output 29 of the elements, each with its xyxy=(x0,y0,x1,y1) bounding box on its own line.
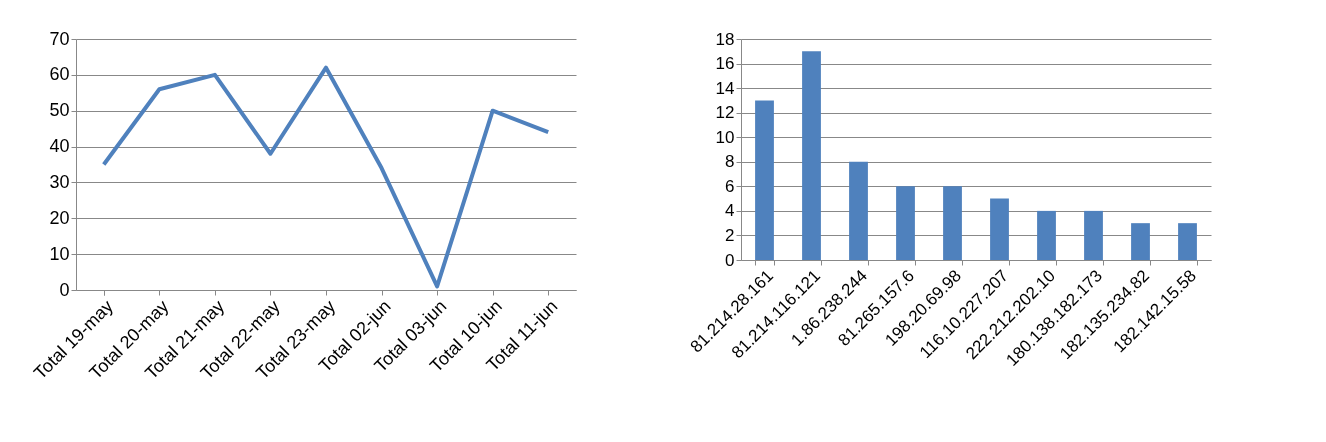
y-tick-label: 20 xyxy=(49,207,70,228)
bar xyxy=(1084,210,1103,260)
y-tick-label: 70 xyxy=(49,28,70,49)
bar xyxy=(943,186,962,260)
line-series xyxy=(101,65,551,289)
y-tick-label: 2 xyxy=(725,225,735,245)
bar xyxy=(1131,223,1150,260)
bar xyxy=(849,161,868,260)
y-tick-label: 10 xyxy=(715,127,735,147)
y-tick-label: 0 xyxy=(59,279,70,300)
y-tick-label: 8 xyxy=(725,152,735,172)
y-tick-label: 12 xyxy=(715,103,735,123)
y-tick-label: 4 xyxy=(725,201,735,221)
bar xyxy=(1037,210,1056,260)
bar xyxy=(990,198,1009,260)
bar xyxy=(802,51,821,260)
y-tick-label: 60 xyxy=(49,64,70,85)
y-tick-label: 10 xyxy=(49,243,70,264)
y-tick-label: 18 xyxy=(715,29,735,49)
y-tick-label: 14 xyxy=(715,78,735,98)
bar xyxy=(1178,223,1197,260)
bar xyxy=(755,100,774,260)
bar xyxy=(896,186,915,260)
y-tick-label: 0 xyxy=(725,250,735,270)
y-tick-label: 50 xyxy=(49,100,70,121)
y-tick-label: 6 xyxy=(725,176,735,196)
y-tick-label: 40 xyxy=(49,136,70,157)
y-tick-label: 16 xyxy=(715,54,735,74)
y-tick-label: 30 xyxy=(49,171,70,192)
